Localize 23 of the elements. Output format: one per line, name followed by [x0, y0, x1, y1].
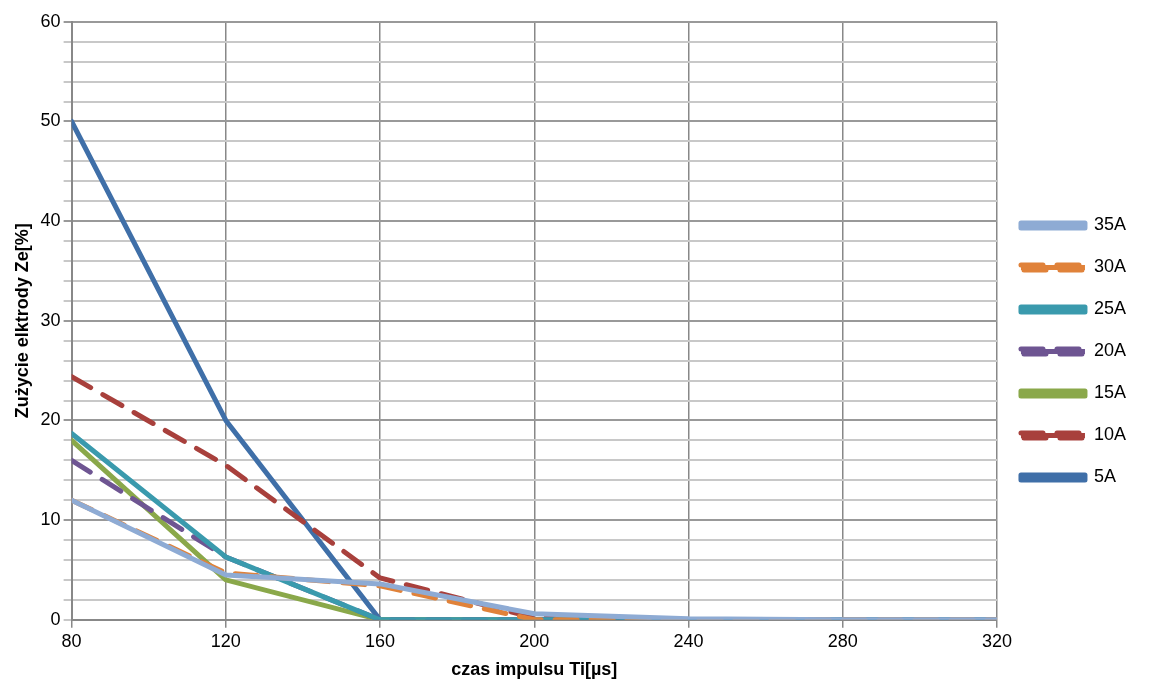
x-tick-label: 280 — [827, 630, 858, 651]
x-tick-label: 320 — [981, 630, 1012, 651]
legend-label: 10A — [1093, 424, 1126, 445]
x-tick-label: 80 — [61, 630, 82, 651]
y-tick-label: 20 — [40, 409, 61, 430]
legend-label: 15A — [1093, 382, 1126, 403]
y-tick-label: 0 — [50, 608, 61, 629]
y-tick-label: 40 — [40, 210, 61, 231]
x-tick-label: 240 — [673, 630, 704, 651]
y-axis-title: Zużycie elktrody Ze[%] — [11, 223, 32, 419]
legend-label: 35A — [1093, 214, 1126, 235]
y-tick-label: 10 — [40, 509, 61, 530]
y-tick-label: 50 — [40, 110, 61, 131]
x-tick-label: 200 — [519, 630, 550, 651]
y-tick-label: 60 — [40, 10, 61, 31]
legend-label: 20A — [1093, 340, 1126, 361]
legend-label: 30A — [1093, 256, 1126, 277]
legend-label: 25A — [1093, 298, 1126, 319]
x-tick-label: 120 — [210, 630, 241, 651]
legend-label: 5A — [1093, 466, 1116, 487]
y-tick-label: 30 — [40, 309, 61, 330]
x-tick-label: 160 — [365, 630, 396, 651]
x-axis-title: czas impulsu Ti[µs] — [451, 659, 618, 680]
